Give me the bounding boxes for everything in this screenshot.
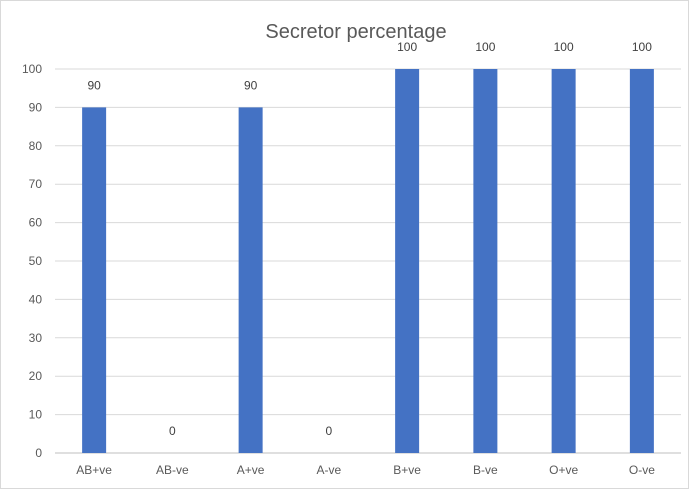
- y-tick-label-20: 20: [29, 369, 43, 383]
- data-label-oposve: 100: [554, 40, 574, 54]
- x-tick-label-oposve: O+ve: [549, 463, 578, 477]
- y-tick-label-90: 90: [29, 100, 43, 114]
- y-tick-label-30: 30: [29, 331, 43, 345]
- bars: [82, 69, 654, 454]
- x-axis-tick-labels: AB+ve AB-ve A+ve A-ve B+ve B-ve O+ve O-ve: [76, 463, 655, 477]
- y-tick-label-0: 0: [35, 446, 42, 460]
- bar-bnegve: [473, 69, 498, 453]
- x-tick-label-bnegve: B-ve: [473, 463, 498, 477]
- bar-aposve: [238, 107, 263, 454]
- y-tick-label-60: 60: [29, 216, 43, 230]
- y-tick-label-100: 100: [22, 62, 42, 76]
- x-tick-label-anegve: A-ve: [317, 463, 342, 477]
- x-tick-label-aposve: A+ve: [237, 463, 265, 477]
- y-tick-label-40: 40: [29, 292, 43, 306]
- bar-abposve: [82, 107, 107, 454]
- y-axis-tick-labels: 0 10 20 30 40 50 60 70 80 90 100: [22, 62, 42, 460]
- data-labels: 90 0 90 0 100 100 100 100: [87, 40, 652, 438]
- data-label-bnegve: 100: [475, 40, 495, 54]
- y-tick-label-10: 10: [29, 408, 43, 422]
- data-label-aposve: 90: [244, 78, 258, 92]
- y-tick-label-50: 50: [29, 254, 43, 268]
- data-label-bposve: 100: [397, 40, 417, 54]
- y-tick-label-80: 80: [29, 139, 43, 153]
- data-label-abposve: 90: [87, 78, 101, 92]
- x-tick-label-onegve: O-ve: [629, 463, 655, 477]
- bar-oposve: [551, 69, 576, 453]
- gridlines: [55, 68, 681, 454]
- bar-onegve: [629, 69, 654, 453]
- x-tick-label-bposve: B+ve: [393, 463, 421, 477]
- data-label-abnegve: 0: [169, 424, 176, 438]
- x-tick-label-abposve: AB+ve: [76, 463, 112, 477]
- chart-title: Secretor percentage: [265, 21, 446, 43]
- data-label-onegve: 100: [632, 40, 652, 54]
- y-tick-label-70: 70: [29, 177, 43, 191]
- bar-bposve: [395, 69, 420, 453]
- data-label-anegve: 0: [326, 424, 333, 438]
- x-tick-label-abnegve: AB-ve: [156, 463, 189, 477]
